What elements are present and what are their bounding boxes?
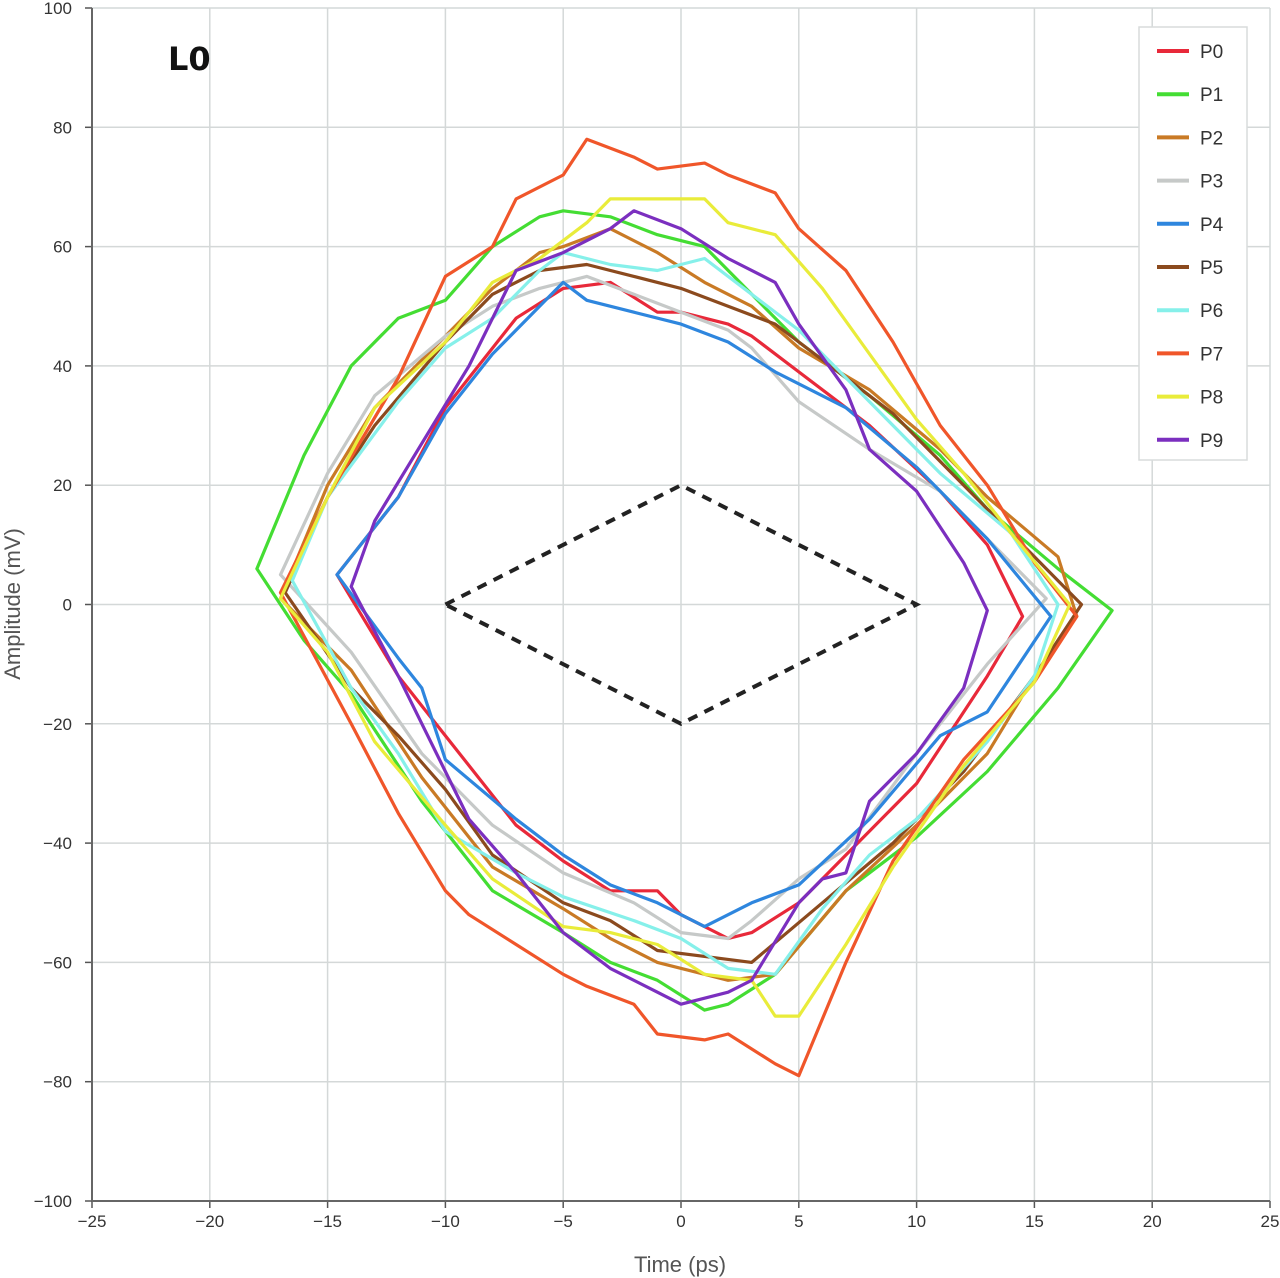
y-tick-label: 0 <box>63 596 72 615</box>
x-tick-label: 25 <box>1261 1212 1280 1231</box>
x-tick-label: 15 <box>1025 1212 1044 1231</box>
x-tick-label: −20 <box>195 1212 224 1231</box>
legend-label-p2: P2 <box>1200 128 1223 149</box>
x-axis-label: Time (ps) <box>634 1252 726 1277</box>
legend-label-p5: P5 <box>1200 258 1223 279</box>
legend-label-p0: P0 <box>1200 42 1223 63</box>
series-line-p2 <box>278 227 1079 982</box>
mask-layer <box>444 482 922 727</box>
series-line-p4 <box>335 280 1053 929</box>
x-tick-label: −25 <box>78 1212 107 1231</box>
y-tick-label: 80 <box>53 118 72 137</box>
legend-box <box>1138 26 1248 461</box>
series-layer <box>255 137 1114 1078</box>
x-tick-label: 10 <box>907 1212 926 1231</box>
y-tick-label: −100 <box>34 1192 72 1211</box>
axis-ticks: −25 −20 −15 −10 −5 0 5 10 15 20 25 −100 −80 −60 −40 −20… <box>34 0 1280 1231</box>
series-line-p8 <box>278 197 1072 1018</box>
x-tick-label: −5 <box>554 1212 573 1231</box>
y-tick-label: 60 <box>53 238 72 257</box>
legend-label-p4: P4 <box>1200 215 1224 236</box>
eye-mask-diamond <box>444 482 922 727</box>
legend-label-p3: P3 <box>1200 172 1223 193</box>
series-line-p6 <box>290 251 1060 976</box>
series-line-p5 <box>283 262 1084 964</box>
y-tick-label: −20 <box>43 715 72 734</box>
x-tick-label: −10 <box>431 1212 460 1231</box>
legend-label-p6: P6 <box>1200 301 1223 322</box>
y-tick-label: 40 <box>53 357 72 376</box>
series-line-p0 <box>335 280 1025 941</box>
legend-label-p8: P8 <box>1200 388 1223 409</box>
y-tick-label: 100 <box>44 0 72 18</box>
x-tick-label: 5 <box>794 1212 803 1231</box>
axes <box>91 8 1270 1202</box>
x-tick-label: 0 <box>676 1212 685 1231</box>
y-axis-label: Amplitude (mV) <box>0 528 25 680</box>
chart-title: L0 <box>168 40 211 78</box>
series-line-p9 <box>349 209 989 1006</box>
x-tick-label: −15 <box>313 1212 342 1231</box>
legend: P0 P1 P2 P3 P4 P5 P6 P7 P8 P9 <box>1138 26 1248 461</box>
y-tick-label: −40 <box>43 834 72 853</box>
x-tick-label: 20 <box>1143 1212 1162 1231</box>
legend-label-p9: P9 <box>1200 431 1223 452</box>
y-tick-label: −80 <box>43 1073 72 1092</box>
legend-label-p7: P7 <box>1200 344 1223 365</box>
legend-label-p1: P1 <box>1200 85 1223 106</box>
y-tick-label: −60 <box>43 953 72 972</box>
y-tick-label: 20 <box>53 476 72 495</box>
